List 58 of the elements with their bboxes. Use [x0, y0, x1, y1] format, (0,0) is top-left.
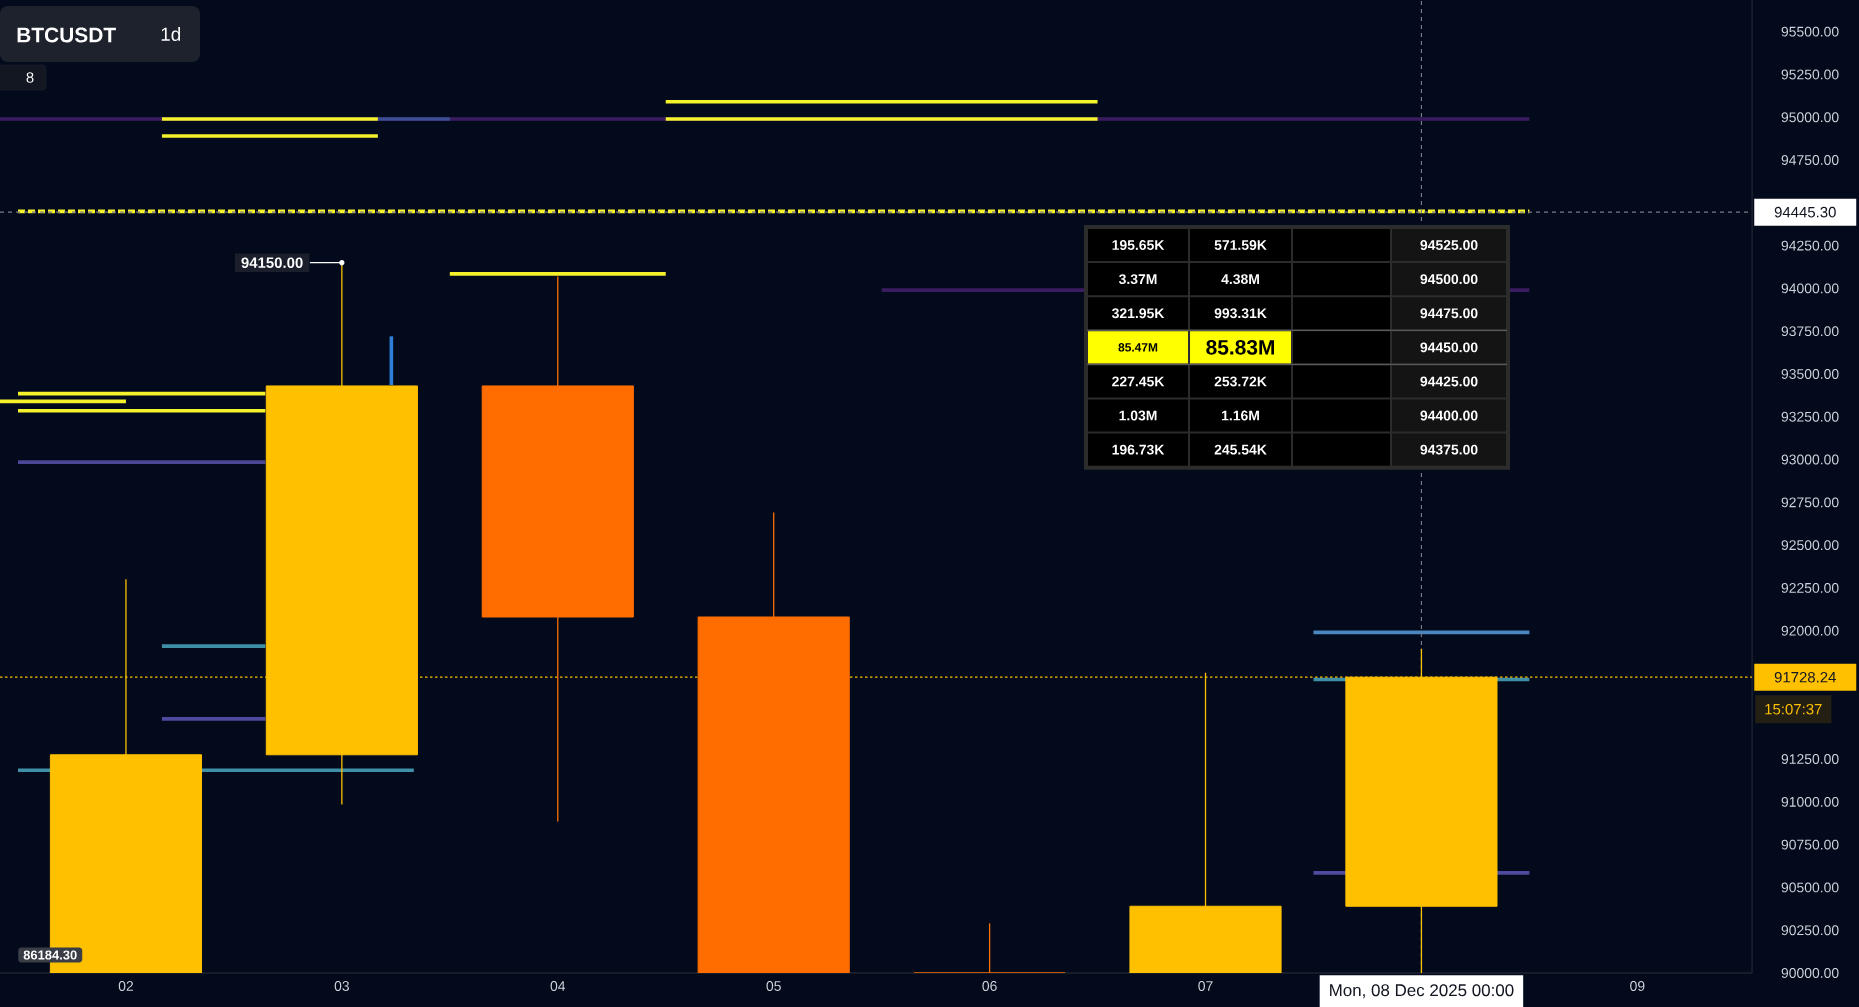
annotation: 321.95K [1111, 308, 1165, 319]
y-tick-label: 92500.00 [1781, 540, 1839, 551]
annotation: 94400.00 [1420, 410, 1478, 421]
annotation: 196.73K [1112, 444, 1165, 455]
text: 15:07:37 [1765, 703, 1822, 715]
y-tick-label: 94250.00 [1781, 240, 1839, 251]
annotation: 571.59K [1214, 240, 1267, 250]
y-tick-label: 93500.00 [1781, 369, 1839, 379]
y-tick-label: 90000.00 [1781, 968, 1839, 978]
annotation: 94425.00 [1420, 376, 1478, 387]
x-tick-label: 02 [118, 981, 134, 991]
annotation: 227.45K [1112, 376, 1165, 387]
y-tick-label: 93000.00 [1781, 454, 1839, 465]
y-tick-label: 90250.00 [1781, 925, 1839, 936]
x-tick-label: 05 [766, 981, 781, 991]
y-tick-label: 94750.00 [1781, 155, 1839, 165]
y-tick-label: 92750.00 [1781, 497, 1839, 508]
annotation: 94475.00 [1420, 308, 1478, 319]
y-tick-label: 95000.00 [1781, 112, 1839, 123]
annotation: 3.37M [1118, 274, 1157, 285]
annotation: 94450.00 [1420, 342, 1478, 353]
annotation: 94375.00 [1420, 444, 1478, 455]
x-tick-label: 07 [1198, 981, 1213, 991]
y-tick-label: 91000.00 [1781, 796, 1839, 807]
ref-line-label: 91728.24 [1774, 671, 1836, 683]
annotation: 1.16M [1222, 410, 1259, 421]
y-tick-label: 93250.00 [1781, 411, 1839, 422]
annotation: 94525.00 [1420, 240, 1478, 250]
annotation: 94150.00 [241, 257, 303, 268]
text: BTCUSDT [17, 27, 116, 43]
text: 1d [161, 27, 181, 41]
y-tick-label: 92000.00 [1781, 625, 1839, 636]
annotation: 4.38M [1221, 274, 1259, 285]
y-tick-label: 95500.00 [1781, 26, 1839, 37]
annotation: 253.72K [1214, 376, 1267, 387]
annotation: 245.54K [1214, 444, 1267, 455]
x-tick-label: 06 [982, 981, 997, 991]
y-tick-label: 90750.00 [1781, 839, 1839, 850]
y-tick-label: 93750.00 [1781, 326, 1839, 337]
x-tick-label: 04 [550, 981, 566, 991]
ref-line-label: 94445.30 [1774, 206, 1836, 218]
x-tick-label: 03 [334, 981, 349, 991]
annotation: 94500.00 [1420, 274, 1478, 285]
annotation: 8 [26, 72, 34, 83]
y-tick-label: 94000.00 [1781, 283, 1839, 294]
annotation: 993.31K [1214, 308, 1267, 319]
y-tick-label: 92250.00 [1781, 582, 1839, 593]
annotation: 195.65K [1112, 240, 1165, 250]
y-tick-label: 95250.00 [1781, 69, 1839, 80]
annotation: 86184.30 [23, 950, 77, 960]
y-tick-label: 91250.00 [1781, 754, 1839, 764]
annotation: 85.83M [1206, 339, 1274, 355]
annotation: 85.47M [1118, 343, 1158, 352]
annotation: 1.03M [1119, 410, 1157, 421]
ref-line-label: Mon, 08 Dec 2025 00:00 [1330, 984, 1514, 999]
x-tick-label: 09 [1630, 981, 1645, 991]
y-tick-label: 90500.00 [1781, 882, 1839, 893]
candlestick [913, 922, 1066, 973]
